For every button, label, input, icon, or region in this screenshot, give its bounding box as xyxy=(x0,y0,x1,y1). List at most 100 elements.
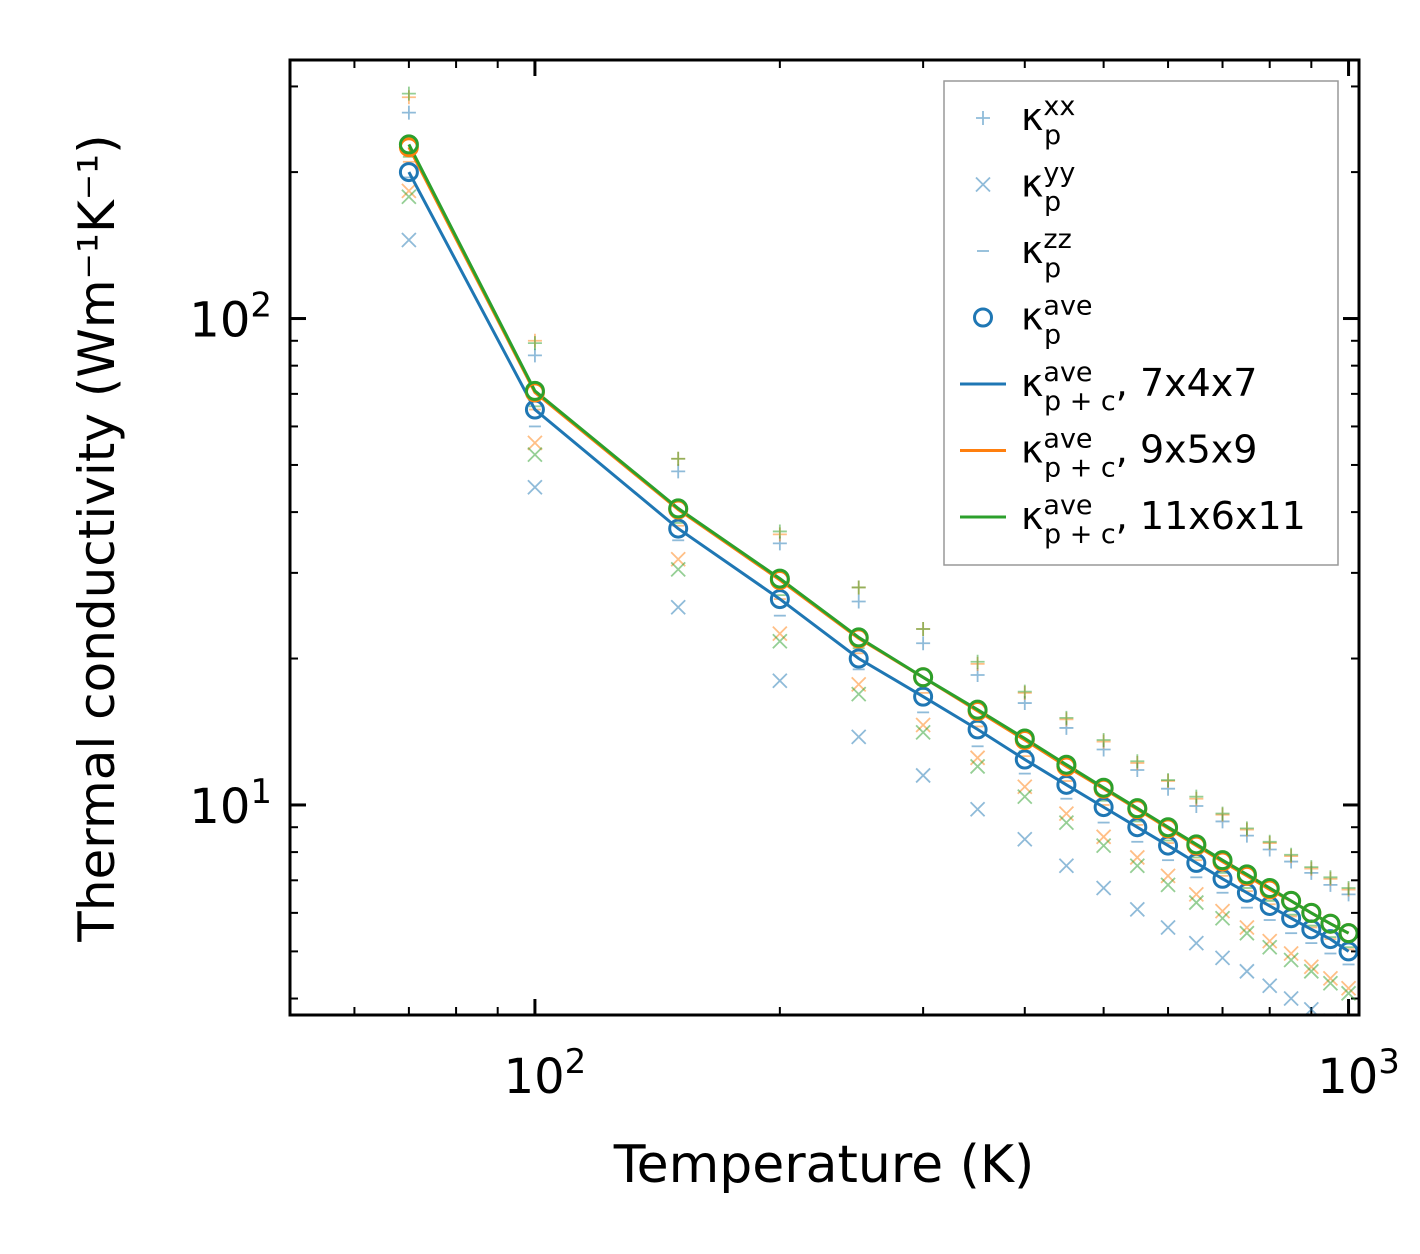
x-axis-label: Temperature (K) xyxy=(613,1135,1035,1195)
kappa-yy-point-7x4x7 xyxy=(527,479,543,495)
kappa-yy-point-7x4x7 xyxy=(969,801,986,817)
kappa-yy-point-11x6x11 xyxy=(527,447,543,463)
kappa-yy-point-9x5x9 xyxy=(1214,903,1231,919)
kappa-pc-line-11x6x11 xyxy=(407,143,1350,935)
kappa-ave-point-11x6x11 xyxy=(524,380,545,401)
kappa-ave-point-7x4x7 xyxy=(1014,749,1035,770)
legend-label-symbol: κ xyxy=(1021,162,1043,206)
kappa-ave-point-11x6x11 xyxy=(398,134,419,155)
y-axis-label: Thermal conductivity (Wm⁻¹K⁻¹) xyxy=(68,134,126,942)
kappa-ave-point-11x6x11 xyxy=(1186,834,1207,855)
kappa-yy-point-9x5x9 xyxy=(1340,980,1357,996)
legend-label-symbol: κ xyxy=(1021,228,1043,272)
kappa-yy-point-11x6x11 xyxy=(1160,877,1176,893)
kappa-ave-point-11x6x11 xyxy=(1056,754,1077,775)
legend-label-superscript: ave xyxy=(1043,291,1092,322)
kappa-xx-point-11x6x11 xyxy=(1215,806,1230,821)
legend-label-subscript: p + c xyxy=(1044,453,1116,484)
kappa-ave-point-7x4x7 xyxy=(913,686,934,707)
x-tick-label: 102 xyxy=(504,1042,587,1105)
kappa-yy-point-11x6x11 xyxy=(1303,963,1319,979)
kappa-ave-point-11x6x11 xyxy=(1236,864,1257,885)
x-tick-label-exponent: 2 xyxy=(565,1042,587,1082)
kappa-xx-point-11x6x11 xyxy=(916,622,931,637)
y-tick-label: 102 xyxy=(189,286,272,349)
kappa-yy-point-11x6x11 xyxy=(851,686,867,702)
kappa-xx-point-11x6x11 xyxy=(1096,733,1111,748)
kappa-xx-point-11x6x11 xyxy=(527,336,542,351)
kappa-ave-point-11x6x11 xyxy=(1320,913,1341,934)
kappa-yy-point-7x4x7 xyxy=(1188,935,1204,951)
legend-label-superscript: yy xyxy=(1043,158,1075,189)
kappa-xx-point-11x6x11 xyxy=(851,580,866,595)
legend-label: κave p xyxy=(1021,291,1093,351)
y-tick-label-base: 10 xyxy=(189,779,250,835)
legend-label-symbol: κ xyxy=(1021,428,1043,472)
kappa-xx-point-11x6x11 xyxy=(1284,847,1299,862)
legend-label-symbol: κ xyxy=(1021,95,1043,139)
kappa-yy-point-7x4x7 xyxy=(1239,963,1255,979)
kappa-pc-line-7x4x7 xyxy=(407,171,1350,953)
kappa-yy-point-11x6x11 xyxy=(969,758,986,775)
legend-label: κave p + c, 11x6x11 xyxy=(1021,490,1306,550)
legend-label: κave p + c, 7x4x7 xyxy=(1021,357,1257,417)
kappa-yy-point-11x6x11 xyxy=(1340,985,1357,1001)
kappa-ave-point-11x6x11 xyxy=(1212,850,1233,871)
legend-label-superscript: ave xyxy=(1043,490,1092,521)
average-markers xyxy=(398,134,1359,962)
y-tick-label: 101 xyxy=(189,772,272,835)
legend-label: κave p + c, 9x5x9 xyxy=(1021,424,1257,484)
kappa-ave-point-7x4x7 xyxy=(668,518,689,539)
kappa-xx-point-7x4x7 xyxy=(401,105,416,120)
kappa-xx-point-7x4x7 xyxy=(916,636,931,651)
kappa-yy-point-7x4x7 xyxy=(1160,919,1176,936)
kappa-yy-point-11x6x11 xyxy=(1129,858,1145,874)
legend-label-superscript: zz xyxy=(1043,224,1071,255)
plot-data-area xyxy=(398,86,1359,1015)
x-tick-label-base: 10 xyxy=(1317,1049,1378,1105)
kappa-yy-point-9x5x9 xyxy=(1303,959,1319,975)
kappa-yy-point-7x4x7 xyxy=(1095,880,1112,896)
kappa-yy-point-11x6x11 xyxy=(1239,925,1255,941)
legend-label-superscript: xx xyxy=(1043,91,1075,122)
legend-label-symbol: κ xyxy=(1021,494,1043,538)
kappa-ave-point-11x6x11 xyxy=(1014,728,1035,749)
kappa-yy-point-9x5x9 xyxy=(772,626,788,642)
kappa-xx-point-11x6x11 xyxy=(1341,880,1356,895)
kappa-ave-point-11x6x11 xyxy=(1301,902,1322,923)
legend-label-subscript: p + c xyxy=(1044,519,1116,550)
kappa-yy-point-7x4x7 xyxy=(1017,831,1033,847)
legend-label-subscript: p xyxy=(1044,120,1061,151)
kappa-ave-point-11x6x11 xyxy=(1281,890,1302,911)
kappa-yy-point-7x4x7 xyxy=(772,673,788,689)
legend-label-suffix: , 7x4x7 xyxy=(1116,361,1258,405)
legend-label-subscript: p xyxy=(1044,320,1061,351)
legend-label-symbol: κ xyxy=(1021,295,1043,339)
kappa-xx-point-7x4x7 xyxy=(671,464,686,479)
kappa-yy-point-11x6x11 xyxy=(915,724,931,741)
kappa-yy-point-11x6x11 xyxy=(772,633,788,649)
legend-label-subscript: p xyxy=(1044,187,1061,218)
kappa-xx-point-11x6x11 xyxy=(1059,710,1074,725)
kappa-yy-point-11x6x11 xyxy=(1283,952,1299,968)
legend-label: κzz p xyxy=(1021,224,1072,284)
legend-label: κyy p xyxy=(1021,158,1075,218)
kappa-yy-point-9x5x9 xyxy=(1322,970,1339,987)
kappa-ave-point-11x6x11 xyxy=(1127,798,1148,819)
kappa-ave-point-11x6x11 xyxy=(668,498,689,519)
plot-frame xyxy=(288,58,1361,1017)
series-lines xyxy=(407,143,1350,953)
kappa-ave-point-7x4x7 xyxy=(769,589,790,610)
kappa-yy-point-7x4x7 xyxy=(915,767,931,784)
kappa-yy-point-7x4x7 xyxy=(1058,858,1075,874)
component-markers xyxy=(401,86,1357,1015)
legend-box xyxy=(943,80,1339,566)
kappa-xx-point-11x6x11 xyxy=(1304,860,1319,875)
kappa-yy-point-11x6x11 xyxy=(1058,814,1075,831)
kappa-yy-point-11x6x11 xyxy=(1262,939,1278,955)
legend-label-superscript: ave xyxy=(1043,424,1092,455)
